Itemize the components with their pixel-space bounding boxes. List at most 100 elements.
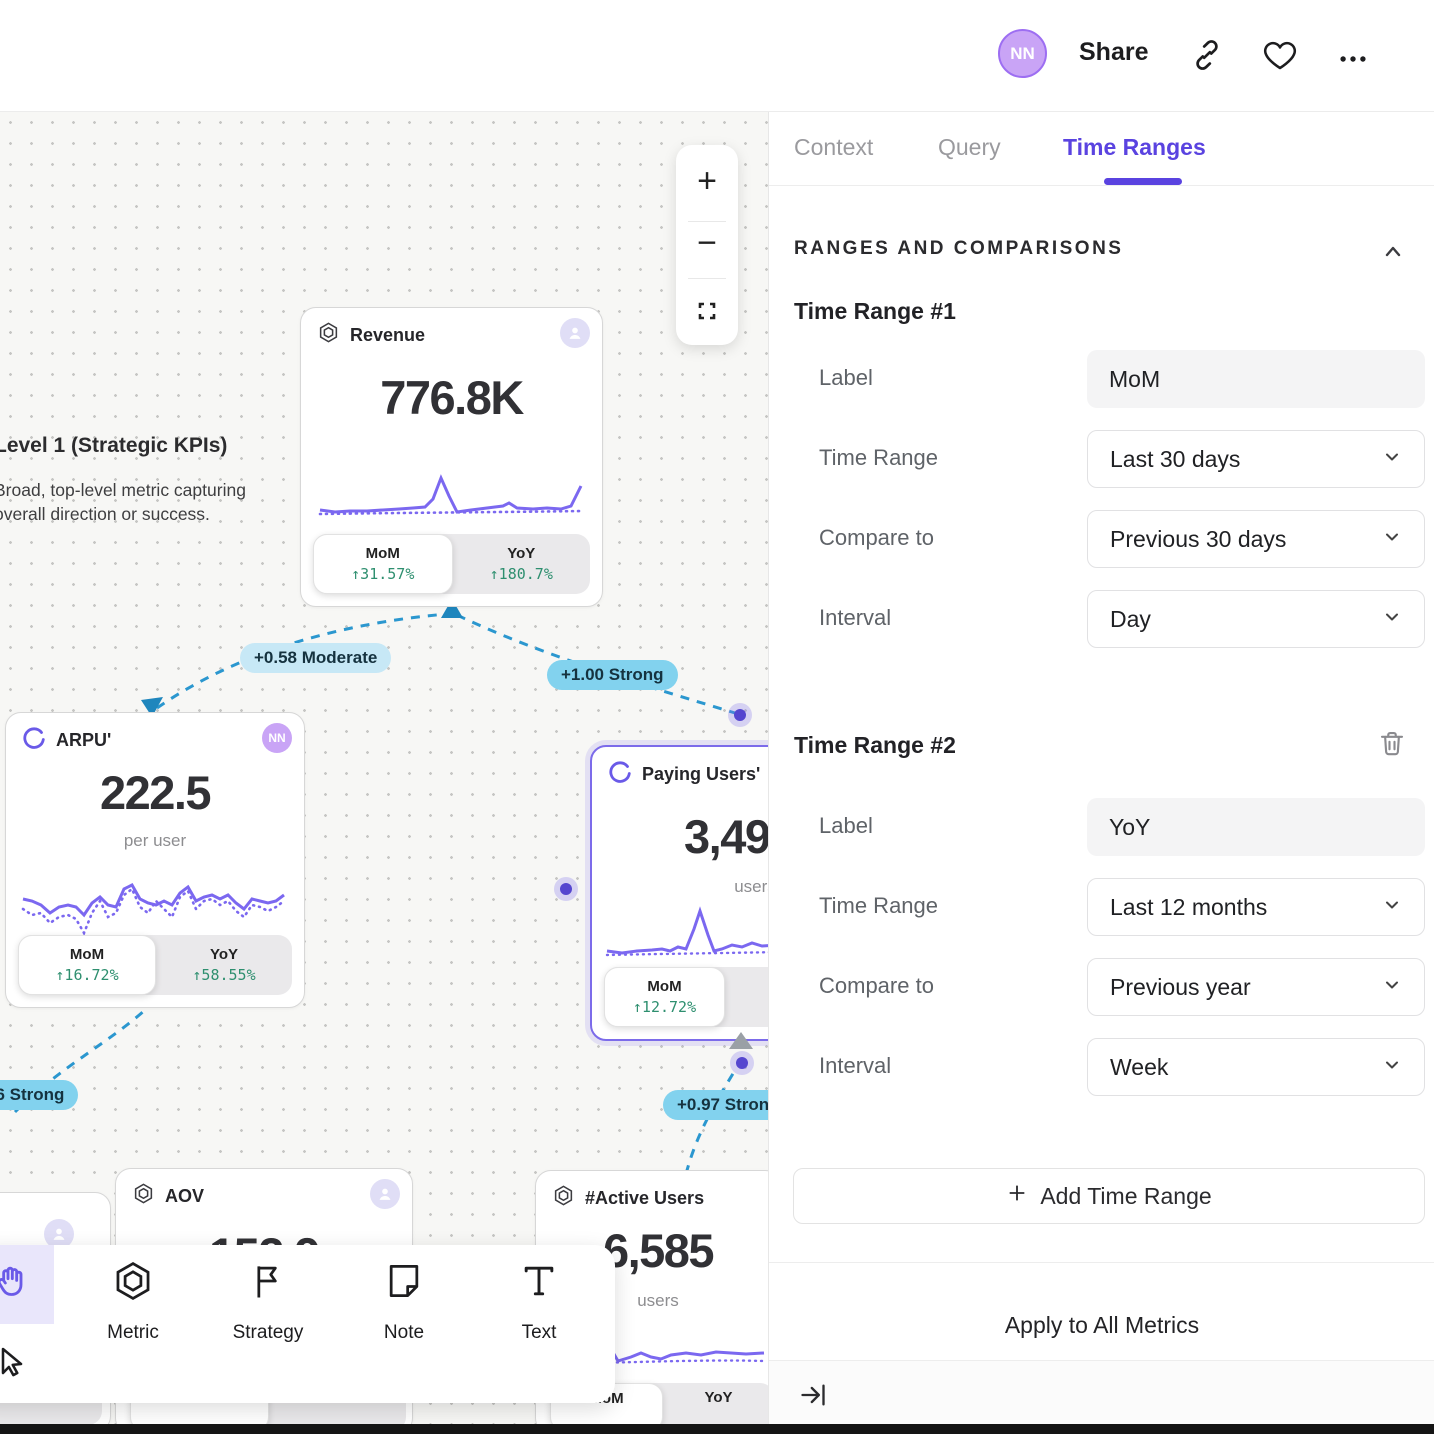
settings-panel: Context Query Time Ranges RANGES AND COM… (768, 112, 1434, 1434)
label-input[interactable] (1087, 350, 1425, 408)
card-title: Revenue (350, 324, 426, 345)
time-range-select[interactable]: Last 12 months (1087, 878, 1425, 936)
toolbar-item-strategy[interactable]: Strategy (208, 1259, 328, 1344)
zoom-controls: + − (676, 145, 738, 345)
card-title: ARPU' (56, 730, 112, 750)
select-value: Last 30 days (1110, 445, 1241, 472)
toggle-yoy[interactable]: YoY ↑58.55% (156, 935, 292, 995)
toolbar-item-label: Text (521, 1322, 557, 1343)
select-tool-button[interactable] (0, 1324, 54, 1403)
chevron-down-icon (1382, 894, 1402, 921)
field-label: Interval (819, 605, 892, 630)
toggle-value: ↑16.72% (55, 966, 119, 984)
field-label: Label (819, 813, 873, 838)
metric-value: 3,49 (684, 810, 768, 863)
time-range-select[interactable]: Last 30 days (1087, 430, 1425, 488)
interval-select[interactable]: Week (1087, 1038, 1425, 1096)
trash-icon[interactable] (1377, 728, 1407, 763)
toggle-mom[interactable]: MoM ↑16.72% (18, 935, 156, 995)
user-avatar[interactable]: NN (998, 29, 1047, 78)
toggle-label: MoM (647, 978, 682, 995)
time-range-1-title: Time Range #1 (794, 298, 956, 324)
owner-avatar-icon (370, 1179, 400, 1209)
level-annotation-title: Level 1 (Strategic KPIs) (0, 434, 228, 457)
connection-anchor[interactable] (560, 883, 572, 895)
panel-footer (769, 1361, 1434, 1434)
correlation-badge: +0.58 Moderate (240, 643, 392, 673)
collapse-panel-icon[interactable] (799, 1381, 827, 1414)
zoom-out-button[interactable]: − (697, 223, 717, 262)
window-bottom-edge (0, 1424, 1434, 1434)
toolbar-item-label: Strategy (232, 1322, 304, 1343)
select-value: Day (1110, 605, 1151, 632)
tab-time-ranges[interactable]: Time Ranges (1063, 134, 1206, 160)
interval-select[interactable]: Day (1087, 590, 1425, 648)
field-label: Time Range (819, 893, 939, 918)
select-value: Previous 30 days (1110, 525, 1287, 552)
collapse-chevron-icon[interactable] (1381, 240, 1405, 269)
more-options-icon[interactable] (1336, 42, 1370, 76)
toggle-value: ↑31.57% (351, 565, 415, 583)
chevron-down-icon (1382, 1054, 1402, 1081)
card-title: #Active Users (585, 1187, 705, 1208)
pan-tool-button[interactable] (0, 1245, 54, 1324)
text-icon (517, 1259, 561, 1308)
compare-to-select[interactable]: Previous 30 days (1087, 510, 1425, 568)
note-icon (382, 1259, 426, 1308)
correlation-badge: 66 Strong (0, 1080, 79, 1110)
compare-to-select[interactable]: Previous year (1087, 958, 1425, 1016)
card-title: AOV (165, 1185, 205, 1206)
toggle-mom[interactable]: MoM ↑12.72% (604, 967, 725, 1027)
level-annotation-line2: overall direction or success. (0, 504, 210, 524)
share-button[interactable]: Share (1079, 38, 1149, 66)
toolbar-item-metric[interactable]: Metric (73, 1259, 193, 1344)
connector-handle-arrow[interactable] (729, 1032, 753, 1049)
link-icon[interactable] (1190, 38, 1224, 72)
connection-anchor[interactable] (734, 709, 746, 721)
select-value: Last 12 months (1110, 893, 1268, 920)
field-label: Compare to (819, 973, 934, 998)
toggle-label: YoY (209, 946, 239, 963)
field-label: Time Range (819, 445, 939, 470)
fullscreen-button[interactable] (676, 283, 738, 339)
time-range-2-title: Time Range #2 (794, 732, 956, 758)
toggle-yoy[interactable]: YoY ↑180.7% (453, 534, 591, 594)
metric-value: 776.8K (380, 371, 524, 424)
toolbar-item-note[interactable]: Note (344, 1259, 464, 1344)
metric-card-paying-users[interactable]: Paying Users' 3,49 users MoM ↑12.72% (590, 745, 768, 1041)
apply-to-all-metrics-button[interactable]: Apply to All Metrics (1004, 1312, 1200, 1338)
metric-tree-canvas[interactable]: Level 1 (Strategic KPIs) Broad, top-leve… (0, 112, 768, 1434)
metric-card-revenue[interactable]: Revenue 776.8K MoM ↑31.57% YoY ↑180.7% (300, 307, 603, 607)
tab-context[interactable]: Context (794, 134, 874, 160)
canvas-toolbar: Metric Strategy Note Text (0, 1245, 615, 1403)
metric-unit: users (734, 877, 768, 896)
heart-icon[interactable] (1262, 38, 1297, 72)
section-title: RANGES AND COMPARISONS (794, 238, 1124, 259)
owner-avatar-icon (560, 318, 590, 348)
toggle-label: YoY (704, 1389, 733, 1406)
toggle-yoy[interactable] (725, 967, 768, 1027)
chevron-down-icon (1382, 526, 1402, 553)
tab-query[interactable]: Query (938, 134, 1001, 160)
zoom-in-button[interactable]: + (697, 161, 717, 200)
metric-hexagon-icon (111, 1259, 155, 1308)
field-label: Label (819, 365, 873, 390)
field-label: Compare to (819, 525, 934, 550)
toggle-label: YoY (507, 545, 536, 562)
add-time-range-button[interactable]: Add Time Range (793, 1168, 1425, 1224)
add-time-range-label: Add Time Range (1040, 1182, 1212, 1209)
metric-card-arpu[interactable]: ARPU' NN 222.5 per user MoM ↑16.72% YoY … (5, 712, 305, 1008)
metric-unit: users (637, 1291, 679, 1310)
toggle-yoy[interactable]: YoY (663, 1383, 768, 1431)
hand-icon (0, 1262, 32, 1307)
toggle-mom[interactable]: MoM ↑31.57% (313, 534, 453, 594)
select-value: Previous year (1110, 973, 1251, 1000)
label-input[interactable] (1087, 798, 1425, 856)
toolbar-item-text[interactable]: Text (479, 1259, 599, 1344)
toolbar-item-label: Note (383, 1322, 425, 1343)
metric-hexagon-icon (317, 321, 340, 349)
connection-anchor[interactable] (736, 1057, 748, 1069)
correlation-badge: +1.00 Strong (547, 660, 678, 690)
toggle-label: MoM (365, 545, 400, 562)
